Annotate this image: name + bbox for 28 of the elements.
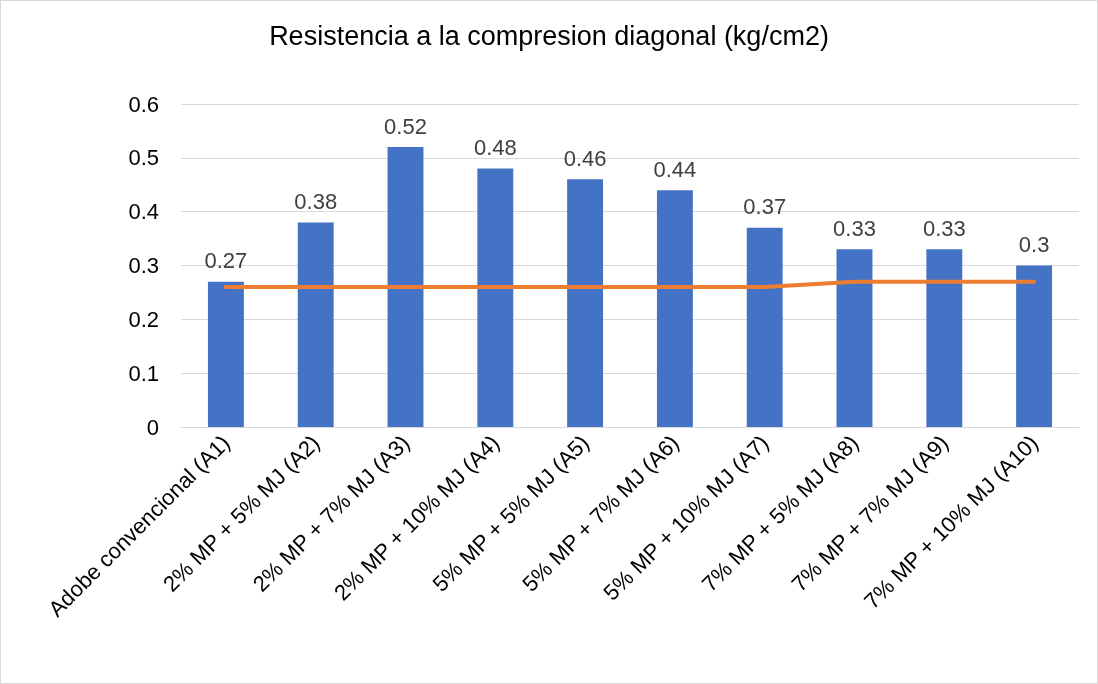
y-tick-label: 0.1 — [128, 360, 159, 386]
data-label: 0.44 — [653, 156, 697, 182]
data-label: 0.38 — [294, 188, 338, 214]
y-tick-label: 0.2 — [128, 306, 159, 332]
data-label: 0.33 — [922, 215, 966, 241]
data-label: 0.37 — [743, 194, 787, 220]
bar — [477, 168, 514, 427]
data-label: 0.48 — [473, 135, 517, 161]
y-tick-label: 0.6 — [128, 91, 159, 117]
chart-title: Resistencia a la compresion diagonal (kg/cm2) — [269, 20, 829, 51]
data-label: 0.3 — [1018, 232, 1050, 257]
bar — [836, 249, 873, 427]
bar — [567, 179, 604, 427]
bar — [297, 222, 334, 427]
y-tick-label: 0.5 — [128, 145, 159, 171]
data-label: 0.27 — [204, 248, 248, 274]
bar — [1016, 265, 1053, 427]
data-label: 0.52 — [384, 113, 427, 139]
bar — [387, 147, 424, 427]
bar — [746, 227, 783, 427]
bar — [926, 249, 963, 427]
y-tick-label: 0.4 — [128, 199, 159, 225]
data-label: 0.46 — [563, 145, 607, 171]
y-tick-label: 0.3 — [128, 253, 159, 278]
y-tick-label: 0 — [146, 414, 159, 440]
bar — [207, 281, 244, 427]
bar — [656, 190, 693, 427]
data-label: 0.33 — [833, 215, 876, 241]
